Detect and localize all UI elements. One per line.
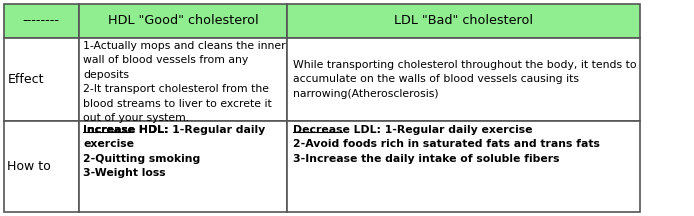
Text: --------: --------	[23, 14, 60, 27]
Text: 1-Actually mops and cleans the inner
wall of blood vessels from any
deposits
2-I: 1-Actually mops and cleans the inner wal…	[83, 41, 286, 123]
Text: Decrease LDL: 1-Regular daily exercise
2-Avoid foods rich in saturated fats and : Decrease LDL: 1-Regular daily exercise 2…	[293, 125, 600, 164]
Text: Increase HDL:: Increase HDL:	[83, 125, 169, 135]
Text: Effect: Effect	[8, 73, 44, 86]
Bar	[3, 121, 79, 212]
Bar	[287, 38, 640, 121]
Bar	[79, 38, 287, 121]
Bar	[79, 121, 287, 212]
Bar	[79, 4, 287, 38]
Bar	[3, 4, 79, 38]
Text: LDL "Bad" cholesterol: LDL "Bad" cholesterol	[394, 14, 533, 27]
Text: HDL "Good" cholesterol: HDL "Good" cholesterol	[108, 14, 258, 27]
Text: Increase HDL: 1-Regular daily
exercise
2-Quitting smoking
3-Weight loss: Increase HDL: 1-Regular daily exercise 2…	[83, 125, 266, 178]
Bar	[287, 121, 640, 212]
Bar	[3, 38, 79, 121]
Text: Increase HDL:: Increase HDL:	[83, 125, 169, 135]
Bar	[287, 4, 640, 38]
Text: While transporting cholesterol throughout the body, it tends to
accumulate on th: While transporting cholesterol throughou…	[293, 60, 636, 99]
Text: How to: How to	[8, 160, 51, 173]
